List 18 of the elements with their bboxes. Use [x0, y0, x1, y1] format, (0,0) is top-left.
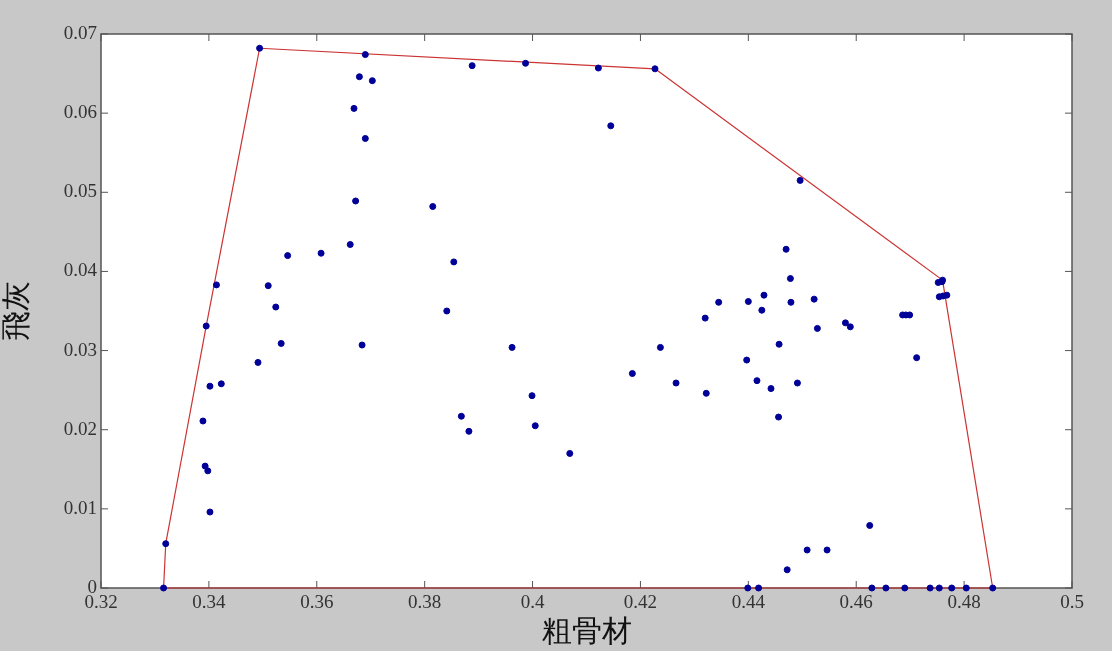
x-tick-label: 0.4 [520, 591, 545, 613]
x-tick-label: 0.34 [192, 591, 227, 613]
y-tick-label: 0.04 [63, 259, 98, 281]
x-axis-title: 粗骨材 [541, 612, 632, 648]
y-tick-label: 0.03 [63, 338, 97, 360]
x-tick-label: 0.38 [408, 591, 442, 613]
x-tick-label: 0.44 [731, 591, 766, 613]
x-tick-label: 0.48 [947, 591, 981, 613]
y-axis-title: 飛灰 [0, 281, 33, 341]
y-tick-label: 0.05 [63, 180, 97, 202]
y-tick-label: 0.06 [63, 101, 97, 123]
y-tick-label: 0.07 [63, 21, 97, 43]
y-tick-label: 0.01 [63, 496, 97, 518]
x-tick-label: 0.42 [623, 591, 658, 613]
x-tick-label: 0.46 [839, 591, 873, 613]
x-tick-label: 0.5 [1060, 591, 1084, 613]
x-tick-label: 0.36 [300, 591, 334, 613]
y-tick-label: 0.02 [63, 417, 97, 439]
